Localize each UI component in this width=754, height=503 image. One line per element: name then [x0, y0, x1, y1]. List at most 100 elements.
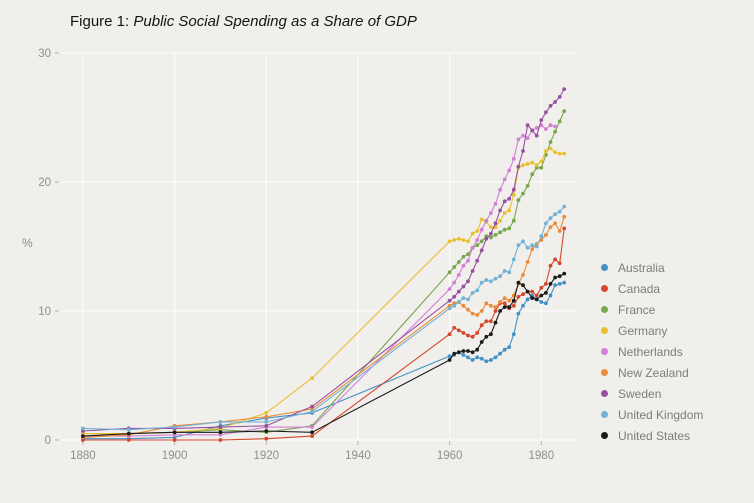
data-point: [534, 293, 539, 298]
legend-item-netherlands: Netherlands: [601, 341, 703, 362]
x-tick-label: 1960: [437, 450, 463, 462]
data-point: [470, 334, 475, 339]
data-point: [310, 425, 314, 429]
data-point: [456, 328, 461, 333]
x-tick-label: 1880: [70, 450, 96, 462]
data-point: [507, 196, 512, 201]
data-point: [539, 293, 544, 298]
data-point: [475, 313, 480, 317]
y-tick-label: 20: [38, 177, 51, 189]
data-point: [479, 323, 484, 328]
data-point: [557, 282, 562, 286]
data-point: [525, 260, 530, 264]
axes: 1880 1900 1920 1940 1960 1980 0 10 20 30: [38, 48, 554, 462]
data-point: [539, 118, 544, 122]
series-sweden: [81, 87, 567, 433]
series-line: [82, 216, 565, 438]
series-canada: [81, 226, 567, 442]
data-point: [479, 340, 484, 344]
data-point: [502, 296, 507, 300]
data-point: [525, 123, 530, 128]
data-point: [544, 233, 548, 237]
legend-label: United States: [618, 428, 691, 443]
data-point: [553, 257, 557, 262]
data-point: [511, 218, 516, 223]
data-point: [489, 279, 493, 284]
data-point: [493, 309, 498, 313]
series-germany: [81, 146, 567, 436]
data-point: [511, 193, 516, 197]
data-point: [502, 301, 507, 306]
data-point: [264, 420, 269, 424]
series-united-kingdom: [81, 204, 567, 432]
data-point: [553, 275, 557, 280]
x-tick-label: 1920: [253, 450, 279, 462]
legend-swatch-icon: [601, 327, 608, 334]
data-point: [544, 282, 548, 286]
data-point: [502, 211, 507, 215]
data-point: [530, 247, 535, 252]
data-point: [489, 225, 493, 230]
data-point: [447, 270, 452, 275]
data-point: [507, 270, 512, 275]
data-point: [511, 187, 516, 192]
legend-swatch-icon: [601, 306, 608, 313]
data-point: [479, 280, 484, 285]
data-point: [484, 218, 489, 223]
data-point: [557, 95, 562, 99]
legend-label: United Kingdom: [618, 407, 704, 422]
data-point: [557, 209, 562, 214]
data-point: [447, 354, 452, 358]
data-point: [172, 435, 177, 440]
series-australia: [81, 280, 567, 441]
data-point: [461, 284, 466, 289]
data-point: [264, 423, 269, 428]
data-point: [507, 298, 512, 303]
data-point: [484, 278, 489, 282]
data-point: [456, 300, 461, 304]
data-point: [466, 297, 470, 302]
data-point: [218, 425, 223, 429]
data-point: [310, 376, 314, 380]
data-point: [507, 305, 512, 309]
data-point: [507, 226, 512, 231]
data-point: [484, 359, 489, 364]
data-point: [466, 258, 470, 263]
data-point: [172, 438, 177, 442]
data-point: [562, 87, 567, 91]
data-point: [530, 289, 535, 294]
data-point: [452, 303, 457, 308]
data-point: [310, 404, 314, 409]
x-tick-label: 1900: [162, 450, 188, 462]
data-point: [516, 280, 521, 285]
data-point: [126, 427, 131, 432]
data-point: [493, 355, 498, 360]
legend-swatch-icon: [601, 369, 608, 376]
data-point: [525, 162, 530, 166]
data-point: [484, 301, 489, 306]
data-point: [493, 320, 498, 325]
data-point: [466, 279, 470, 284]
figure-title-text: Public Social Spending as a Share of GDP: [133, 13, 417, 30]
data-point: [489, 235, 493, 240]
data-point: [548, 123, 553, 128]
x-tick-label: 1940: [345, 450, 371, 462]
legend-label: Australia: [618, 260, 665, 275]
legend-swatch-icon: [601, 432, 608, 439]
data-point: [493, 233, 498, 237]
data-point: [557, 274, 562, 279]
data-point: [502, 347, 507, 352]
data-point: [81, 429, 85, 433]
data-point: [479, 227, 484, 232]
data-point: [172, 425, 177, 429]
data-point: [461, 263, 466, 268]
data-point: [452, 238, 457, 242]
data-point: [534, 163, 539, 168]
data-point: [81, 426, 85, 431]
data-point: [489, 211, 493, 215]
data-point: [502, 199, 507, 204]
data-point: [310, 430, 314, 435]
data-point: [539, 300, 544, 304]
data-point: [553, 221, 557, 226]
data-point: [466, 307, 470, 312]
